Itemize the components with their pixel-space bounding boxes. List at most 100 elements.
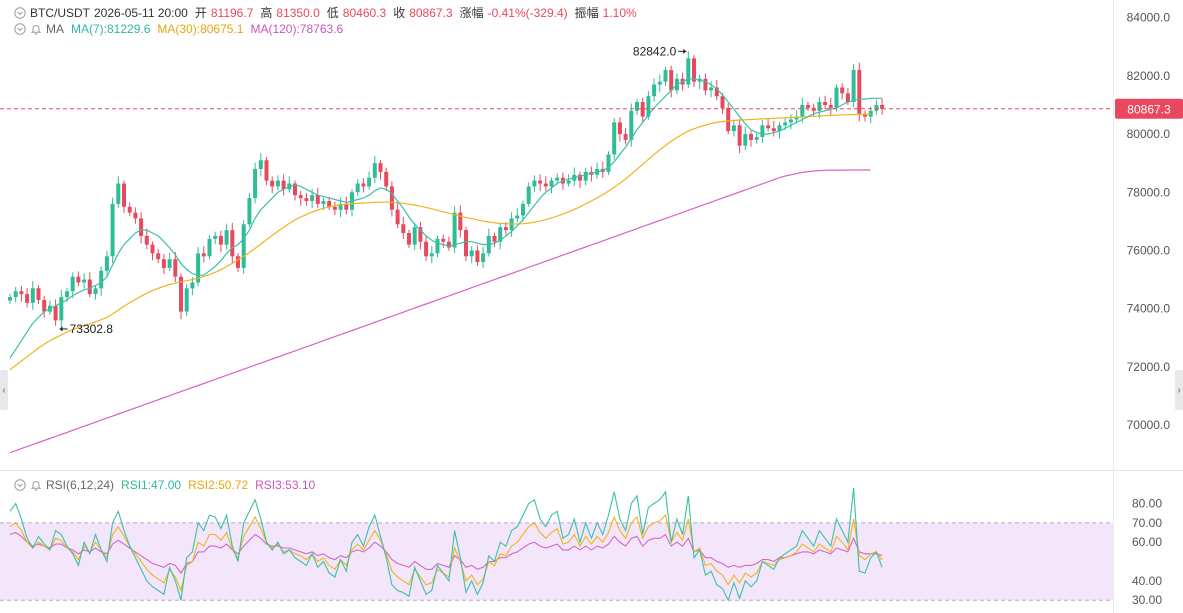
candle-body xyxy=(167,259,172,268)
candle-body xyxy=(332,206,337,210)
candle-body xyxy=(70,276,75,292)
candle-body xyxy=(743,134,748,146)
candle-body xyxy=(378,163,383,172)
candle-body xyxy=(30,288,35,303)
candle-body xyxy=(629,110,634,140)
candle-body xyxy=(241,224,246,268)
candle-body xyxy=(355,183,360,193)
ma7-line xyxy=(9,78,883,359)
candle-body xyxy=(42,299,47,312)
candles xyxy=(8,51,885,328)
collapse-chevron-icon[interactable] xyxy=(14,479,26,491)
candle-body xyxy=(281,180,286,190)
candle-body xyxy=(521,203,525,216)
candle-body xyxy=(196,253,201,283)
candle-body xyxy=(99,270,104,289)
ma30-line xyxy=(9,113,871,371)
collapse-chevron-icon[interactable] xyxy=(14,23,26,35)
candle-body xyxy=(25,294,30,303)
candle-body xyxy=(389,186,394,210)
candle-body xyxy=(686,58,691,85)
candle-body xyxy=(800,104,805,117)
symbol-label: BTC/USDT xyxy=(30,5,90,20)
ohlc-header: BTC/USDT 2026-05-11 20:00 开 81196.7 高 81… xyxy=(14,4,637,21)
low-annotation-label: 73302.8 xyxy=(70,322,114,336)
candle-body xyxy=(640,102,645,117)
candle-body xyxy=(532,180,537,187)
candle-body xyxy=(372,163,377,178)
candle-body xyxy=(59,297,64,321)
candle-body xyxy=(566,180,571,184)
candle-body xyxy=(122,183,126,207)
candle-body xyxy=(543,183,548,187)
bell-icon[interactable] xyxy=(30,479,42,491)
candle-body xyxy=(731,125,736,132)
low-annotation-arrowhead xyxy=(59,326,63,332)
ma-label: MA xyxy=(46,22,64,36)
candle-body xyxy=(247,198,252,225)
candle-body xyxy=(344,203,349,210)
candle-body xyxy=(863,113,867,117)
scroll-left-handle[interactable]: ‹ xyxy=(0,370,8,410)
candle-body xyxy=(749,134,753,140)
candle-body xyxy=(327,200,332,207)
candle-body xyxy=(754,136,759,140)
candle-body xyxy=(110,203,115,257)
candle-body xyxy=(224,230,229,245)
candle-body xyxy=(714,87,719,97)
candle-body xyxy=(578,174,582,181)
candle-body xyxy=(737,125,742,146)
candle-body xyxy=(458,212,463,231)
candle-body xyxy=(874,104,879,111)
candle-body xyxy=(612,122,617,155)
candle-body xyxy=(834,87,839,108)
rsi3-line xyxy=(9,531,883,575)
candle-body xyxy=(190,282,195,289)
high-annotation-arrowhead xyxy=(683,48,687,54)
candle-body xyxy=(435,238,440,254)
rsi3-legend: RSI3:53.10 xyxy=(255,478,316,492)
candle-body xyxy=(161,259,166,268)
bell-icon[interactable] xyxy=(30,23,42,35)
candle-body xyxy=(811,107,816,111)
candle-body xyxy=(845,93,850,103)
ma30-legend: MA(30):80675.1 xyxy=(157,22,244,36)
candle-body xyxy=(549,180,554,187)
candle-body xyxy=(150,244,155,254)
candle-body xyxy=(526,186,531,204)
candle-body xyxy=(8,297,12,301)
open-value: 81196.7 xyxy=(210,5,254,20)
candle-body xyxy=(492,235,497,242)
candle-body xyxy=(464,230,468,257)
high-label: 高 xyxy=(260,6,273,20)
rsi-tick-label: 30.00 xyxy=(1132,593,1162,607)
candle-body xyxy=(441,238,446,242)
candle-body xyxy=(139,218,144,236)
candle-body xyxy=(395,209,400,225)
candle-body xyxy=(264,160,269,181)
candle-body xyxy=(663,70,668,82)
low-label: 低 xyxy=(326,6,339,20)
candle-body xyxy=(258,160,263,169)
price-tick-label: 82000.0 xyxy=(1127,69,1171,83)
candle-body xyxy=(184,288,189,312)
rsi-tick-label: 60.00 xyxy=(1132,535,1162,549)
price-tick-label: 70000.0 xyxy=(1127,418,1171,432)
candle-body xyxy=(503,227,508,231)
candle-body xyxy=(709,87,714,91)
candle-body xyxy=(230,230,235,257)
scroll-right-handle[interactable]: › xyxy=(1175,370,1183,410)
candle-body xyxy=(304,198,309,201)
rsi1-line xyxy=(9,488,883,602)
ma120-line xyxy=(9,169,871,454)
candle-body xyxy=(407,233,411,245)
price-tick-label: 78000.0 xyxy=(1127,185,1171,199)
candle-body xyxy=(315,195,320,204)
candle-body xyxy=(76,276,81,283)
collapse-chevron-icon[interactable] xyxy=(14,6,26,19)
candle-body xyxy=(418,227,423,242)
price-tick-label: 80000.0 xyxy=(1127,127,1171,141)
candle-body xyxy=(635,102,639,111)
candle-body xyxy=(823,102,828,105)
